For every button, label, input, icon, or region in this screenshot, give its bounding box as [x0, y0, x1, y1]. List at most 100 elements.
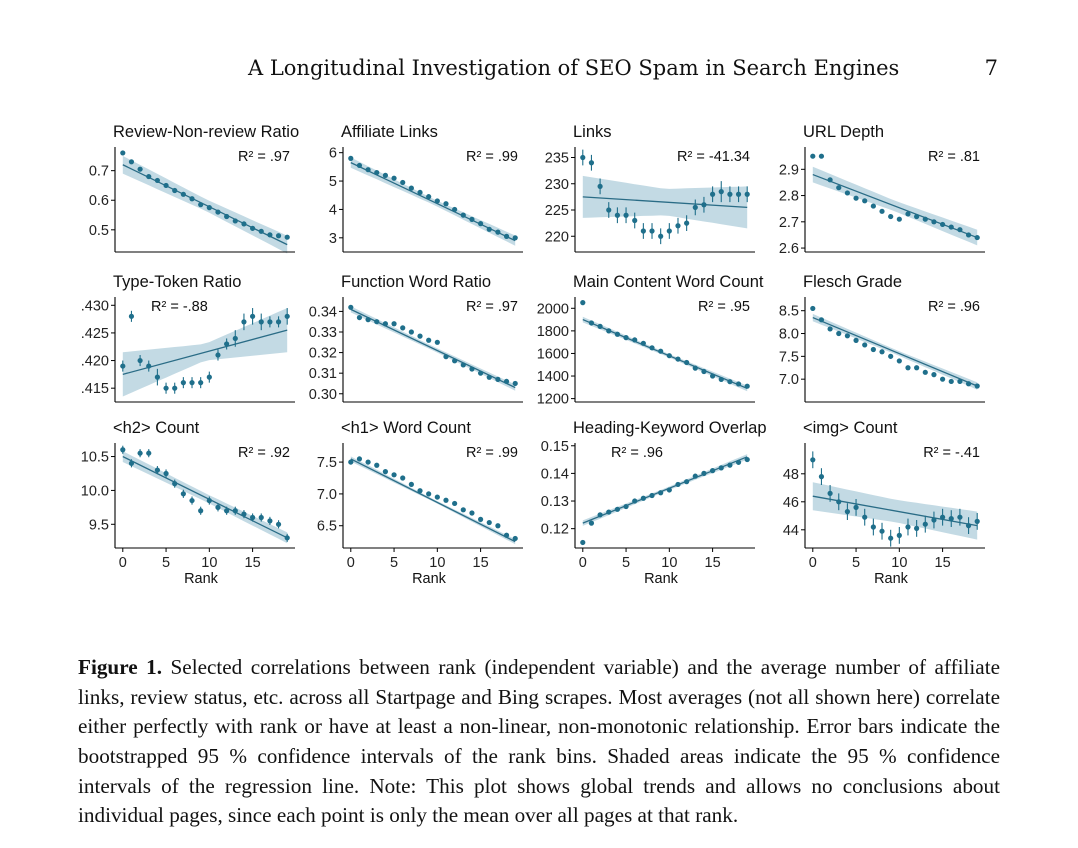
- data-point: [232, 218, 238, 224]
- subplot-title: Function Word Ratio: [341, 273, 491, 291]
- data-point: [356, 162, 363, 169]
- y-tick-label: 8.0: [779, 327, 799, 343]
- data-point: [154, 467, 161, 473]
- data-point: [974, 518, 980, 525]
- data-point: [727, 191, 733, 197]
- data-point: [486, 374, 492, 380]
- data-point: [836, 499, 842, 505]
- data-point: [460, 507, 466, 513]
- figure-caption: Figure 1. Selected correlations between …: [78, 653, 1000, 831]
- data-point: [870, 346, 876, 353]
- data-point: [614, 212, 621, 218]
- y-tick-label: 1200: [537, 392, 569, 408]
- data-point: [215, 504, 221, 510]
- r-squared-annotation: R² = -.88: [151, 299, 208, 315]
- data-point: [172, 187, 178, 194]
- data-point: [232, 508, 238, 514]
- x-tick-label: 5: [162, 555, 170, 571]
- data-point: [267, 518, 273, 524]
- subplot-9: <h2> Count 9.5 10.0 10.5 0 5 10 15 Rank R² = .92: [81, 419, 295, 587]
- data-point: [275, 319, 282, 325]
- x-tick-label: 5: [622, 555, 630, 571]
- data-point: [957, 227, 963, 233]
- data-point: [284, 535, 290, 541]
- x-tick-label: 0: [809, 555, 817, 571]
- data-point: [896, 216, 902, 222]
- data-point: [512, 235, 518, 241]
- data-point: [640, 340, 646, 346]
- subplot-title: Links: [573, 123, 612, 141]
- data-point: [426, 491, 432, 497]
- data-point: [249, 313, 256, 319]
- data-point: [443, 201, 449, 207]
- data-point: [675, 223, 681, 229]
- y-tick-label: 10.0: [81, 483, 109, 499]
- y-tick-label: 2.6: [779, 241, 799, 257]
- data-point: [503, 378, 510, 385]
- data-point: [931, 372, 937, 378]
- data-point: [408, 481, 414, 487]
- regression-line: [812, 316, 978, 387]
- subplot-title: URL Depth: [803, 123, 884, 141]
- r-squared-annotation: R² = .96: [928, 299, 980, 315]
- data-point: [692, 473, 698, 479]
- y-tick-label: .420: [81, 354, 109, 370]
- x-tick-label: 5: [390, 555, 398, 571]
- subplot-title: <h1> Word Count: [341, 419, 471, 437]
- data-point: [684, 479, 690, 485]
- data-point: [206, 205, 212, 211]
- data-point: [735, 381, 742, 387]
- data-point: [939, 221, 946, 228]
- subplot-title: Type-Token Ratio: [113, 273, 241, 291]
- y-tick-label: 7.5: [779, 349, 799, 365]
- subplot-title: Main Content Word Count: [573, 273, 764, 291]
- data-point: [128, 460, 135, 466]
- page-header: A Longitudinal Investigation of SEO Spam…: [0, 0, 1078, 110]
- data-point: [692, 365, 698, 371]
- data-point: [810, 305, 816, 312]
- data-point: [128, 313, 135, 319]
- data-point: [408, 329, 414, 335]
- x-tick-label: 15: [245, 555, 261, 571]
- y-tick-label: 7.0: [317, 487, 337, 503]
- data-point: [241, 511, 247, 517]
- data-point: [224, 213, 230, 220]
- data-point: [744, 456, 750, 463]
- data-point: [417, 333, 423, 339]
- data-point: [862, 514, 868, 520]
- data-point: [957, 378, 963, 385]
- data-point: [391, 175, 397, 181]
- regression-line: [582, 196, 748, 209]
- regression-line: [122, 455, 288, 539]
- data-point: [606, 328, 612, 334]
- data-point: [154, 374, 161, 380]
- regression-line: [350, 458, 516, 543]
- y-tick-label: 0.15: [541, 439, 569, 455]
- subplot-12: <img> Count 44 46 48 0 5 10 15 Rank R² = -.41: [783, 419, 985, 587]
- data-point: [232, 335, 238, 342]
- y-tick-label: 4: [329, 202, 337, 218]
- data-point: [267, 319, 273, 325]
- y-tick-label: 0.7: [89, 164, 109, 180]
- y-tick-label: 235: [545, 151, 569, 167]
- data-point: [597, 323, 603, 329]
- data-point: [939, 376, 946, 382]
- data-point: [718, 376, 724, 383]
- data-point: [718, 465, 724, 471]
- subplot-7: Main Content Word Count 1200 1400 1600 1800 2…: [537, 273, 764, 408]
- data-point: [146, 450, 152, 456]
- y-tick-label: 230: [545, 177, 569, 193]
- y-tick-label: 46: [783, 495, 799, 511]
- data-point: [146, 363, 152, 369]
- data-point: [215, 352, 221, 358]
- data-point: [189, 497, 195, 504]
- x-axis-label: Rank: [644, 571, 679, 587]
- data-point: [417, 488, 423, 494]
- data-point: [623, 212, 629, 218]
- data-point: [495, 523, 501, 529]
- data-point: [658, 348, 664, 354]
- data-point: [365, 459, 371, 465]
- subplot-4: URL Depth 2.6 2.7 2.8 2.9 R² = .81: [779, 123, 985, 257]
- y-tick-label: 1400: [537, 369, 569, 385]
- data-point: [163, 182, 169, 189]
